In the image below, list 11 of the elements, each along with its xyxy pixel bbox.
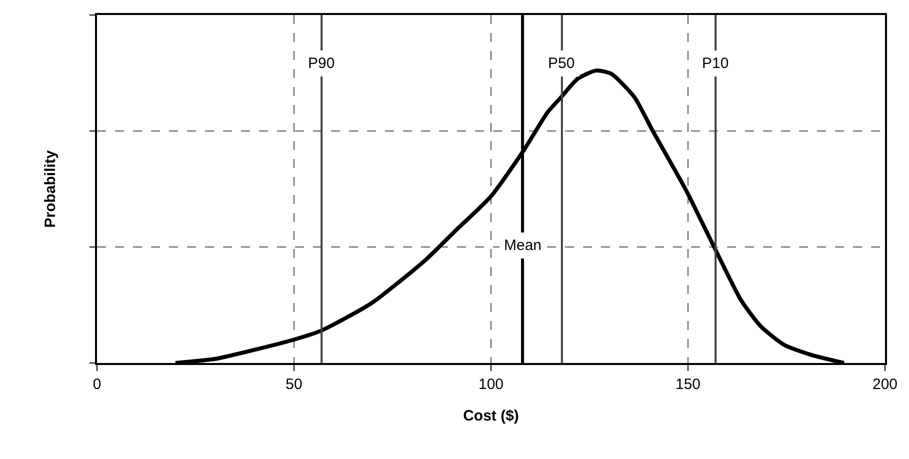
y-axis-title: Probability <box>42 150 59 228</box>
ref-line-label: P90 <box>308 55 335 72</box>
ref-line-label: P10 <box>702 55 729 72</box>
x-tick-label: 100 <box>478 376 504 393</box>
x-tick-label: 150 <box>675 376 701 393</box>
x-tick-label: 50 <box>286 376 302 393</box>
ref-line-label: P50 <box>548 55 575 72</box>
ref-line-label: Mean <box>504 237 542 254</box>
x-tick-label: 200 <box>872 376 898 393</box>
x-tick-label: 0 <box>92 376 102 393</box>
x-axis-title: Cost ($) <box>463 407 519 424</box>
